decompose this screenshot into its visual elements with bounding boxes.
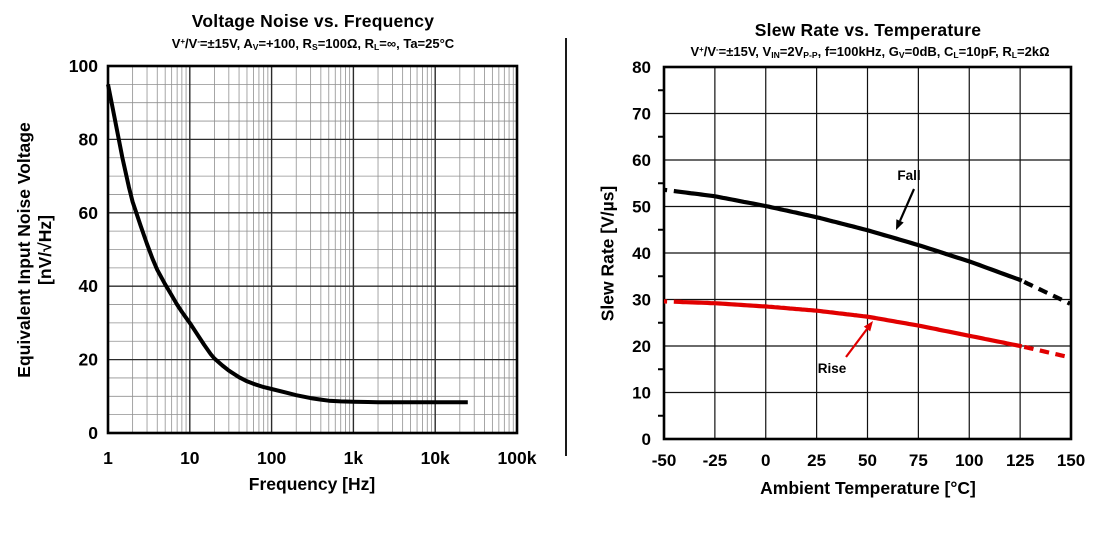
slew-rate-x-axis-label: Ambient Temperature [°C]	[760, 478, 976, 498]
left-y-tick-80: 80	[79, 129, 99, 149]
right-y-tick-80: 80	[632, 58, 651, 77]
rise-annotation: Rise	[818, 321, 873, 376]
right-plot-frame	[662, 65, 1073, 441]
curve-rise	[663, 299, 1071, 360]
left-minor-grid	[108, 66, 517, 433]
noise-curve	[106, 84, 468, 405]
voltage-noise-y-axis-label: Equivalent Input Noise Voltage [nV/√Hz]	[14, 50, 56, 450]
panel-divider	[565, 38, 567, 456]
right-y-tick-10: 10	[632, 384, 651, 403]
right-y-tick-30: 30	[632, 291, 651, 310]
right-y-tick-50: 50	[632, 198, 651, 217]
left-x-tick-labels: 1 10 100 1k 10k 100k	[103, 448, 537, 468]
noise-curve-path	[106, 84, 468, 405]
fall-annotation-label: Fall	[897, 168, 920, 183]
voltage-noise-chart-title: Voltage Noise vs. Frequency	[191, 11, 435, 31]
left-x-tick-1k: 1k	[344, 448, 364, 468]
left-y-tick-0: 0	[88, 423, 98, 443]
left-y-tick-60: 60	[79, 203, 99, 223]
left-y-tick-20: 20	[79, 350, 99, 370]
left-x-tick-100: 100	[257, 448, 286, 468]
slew-rate-chart-title: Slew Rate vs. Temperature	[754, 20, 982, 40]
left-y-tick-40: 40	[79, 276, 99, 296]
slew-rate-y-axis-label: Slew Rate [V/µs]	[597, 185, 618, 322]
right-y-tick-70: 70	[632, 105, 651, 124]
left-plot-frame	[106, 64, 519, 435]
curve-fall	[663, 187, 1071, 306]
right-x-tick-labels: -50 -25 0 25 50 75 100 125 150	[652, 451, 1085, 470]
rise-annotation-label: Rise	[818, 361, 847, 376]
right-x-tick--25: -25	[703, 451, 728, 470]
voltage-noise-chart-subtitle: V+/V-=±15V, AV=+100, RS=100Ω, RL=∞, Ta=2…	[171, 36, 455, 53]
left-major-grid	[108, 66, 517, 433]
right-x-tick-25: 25	[807, 451, 826, 470]
voltage-noise-x-axis-label: Frequency [Hz]	[248, 474, 376, 494]
right-x-tick-100: 100	[955, 451, 983, 470]
rise-solid	[673, 299, 1023, 349]
left-y-tick-100: 100	[69, 56, 98, 76]
y-axis-label-line2: [nV/√Hz]	[35, 215, 55, 285]
y-axis-label-line1: Equivalent Input Noise Voltage	[14, 122, 34, 378]
slew-rate-chart-subtitle: V+/V-=±15V, VIN=2VP-P, f=100kHz, GV=0dB,…	[690, 44, 1050, 61]
left-x-tick-1: 1	[103, 448, 113, 468]
left-x-tick-100k: 100k	[498, 448, 537, 468]
right-x-tick--50: -50	[652, 451, 677, 470]
right-y-tick-labels: 0 10 20 30 40 50 60 70 80	[632, 58, 651, 449]
right-y-tick-20: 20	[632, 337, 651, 356]
right-y-tick-60: 60	[632, 151, 651, 170]
left-x-tick-10: 10	[180, 448, 200, 468]
right-y-tick-0: 0	[642, 430, 651, 449]
left-x-tick-10k: 10k	[421, 448, 450, 468]
rise-dashed-tail	[1023, 344, 1071, 360]
right-grid	[664, 67, 1071, 439]
right-x-tick-0: 0	[761, 451, 770, 470]
right-x-tick-125: 125	[1006, 451, 1034, 470]
right-x-tick-75: 75	[909, 451, 928, 470]
right-y-tick-40: 40	[632, 244, 651, 263]
right-x-tick-50: 50	[858, 451, 877, 470]
fall-dashed-tail	[1023, 280, 1071, 306]
right-x-tick-150: 150	[1057, 451, 1085, 470]
fall-annotation: Fall	[896, 168, 921, 230]
fall-solid	[673, 188, 1023, 283]
left-y-tick-labels: 0 20 40 60 80 100	[69, 56, 98, 443]
